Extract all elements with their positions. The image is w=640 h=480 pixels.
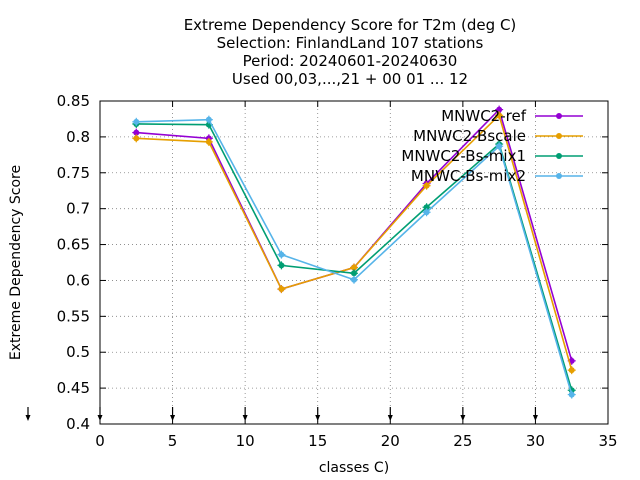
y-tick-label: 0.4 [66,415,90,433]
data-point [277,285,286,294]
data-point [350,269,358,278]
data-point [567,366,576,375]
chart-title: Extreme Dependency Score for T2m (deg C)… [184,16,517,88]
title-line: Extreme Dependency Score for T2m (deg C) [184,16,517,34]
data-point [132,117,141,126]
y-axis-label: Extreme Dependency Score [8,165,24,360]
y-tick-label: 0.45 [57,379,90,397]
arrow-head-icon [315,415,321,421]
data-point [567,390,576,399]
legend-marker [556,173,562,179]
legend-item: MNWC2-Bs-mix1 [401,147,583,165]
legend-item: MNWC2-ref [441,107,583,125]
data-point [204,137,213,146]
x-tick-label: 10 [236,432,255,450]
grid [100,101,608,424]
arrow-head-icon [242,415,248,421]
x-tick-label: 0 [95,432,105,450]
data-point [132,134,141,143]
series-1 [132,111,576,375]
y-tick-label: 0.65 [57,236,90,254]
legend-marker [556,133,562,139]
x-tick-label: 35 [598,432,617,450]
data-point [277,261,286,270]
x-tick-label: 30 [526,432,545,450]
y-tick-label: 0.8 [66,128,90,146]
x-tick-label: 25 [453,432,472,450]
legend-marker [556,113,562,119]
title-line: Period: 20240601-20240630 [243,52,458,70]
x-tick-label: 5 [168,432,178,450]
data-point [495,142,504,151]
series-3 [132,115,576,399]
axis-ticks [99,100,609,425]
legend-label: MNWC2-Bscale [413,127,526,145]
arrow-head-icon [387,415,393,421]
y-tick-label: 0.85 [57,92,90,110]
x-tick-labels: 0 5 10 15 20 25 30 35 [95,432,617,450]
arrow-head-icon [460,415,466,421]
legend: MNWC2-ref MNWC2-Bscale MNWC2-Bs-mix1 MNWC-B… [401,107,583,185]
title-line: Selection: FinlandLand 107 stations [217,34,484,52]
x-axis-label: classes C) [319,460,389,476]
data-point [204,115,213,124]
data-point [422,208,431,217]
y-tick-label: 0.5 [66,343,90,361]
title-line: Used 00,03,...,21 + 00 01 ... 12 [232,70,468,88]
arrow-head-icon [97,415,103,421]
arrow-head-icon [170,415,176,421]
y-tick-label: 0.55 [57,307,90,325]
plot-frame [99,100,609,425]
bottom-arrows [25,407,538,421]
x-tick-label: 15 [308,432,327,450]
x-tick-label: 20 [381,432,400,450]
y-tick-labels: 0.4 0.45 0.5 0.55 0.6 0.65 0.7 0.75 0.8 0.85 [57,92,90,433]
legend-item: MNWC2-Bscale [413,127,583,145]
data-point [277,250,286,259]
y-tick-label: 0.6 [66,271,90,289]
legend-label: MNWC2-Bs-mix1 [401,147,526,165]
arrow-head-icon [532,415,538,421]
y-tick-label: 0.7 [66,200,90,218]
arrow-head-icon [25,415,31,421]
data-point [495,111,504,120]
legend-label: MNWC2-ref [441,107,526,125]
legend-marker [556,153,562,159]
data-point [422,181,431,190]
data-point [350,275,358,284]
y-tick-label: 0.75 [57,164,90,182]
legend-label: MNWC-Bs-mix2 [411,167,526,185]
series [132,105,576,399]
legend-item: MNWC-Bs-mix2 [411,167,583,185]
